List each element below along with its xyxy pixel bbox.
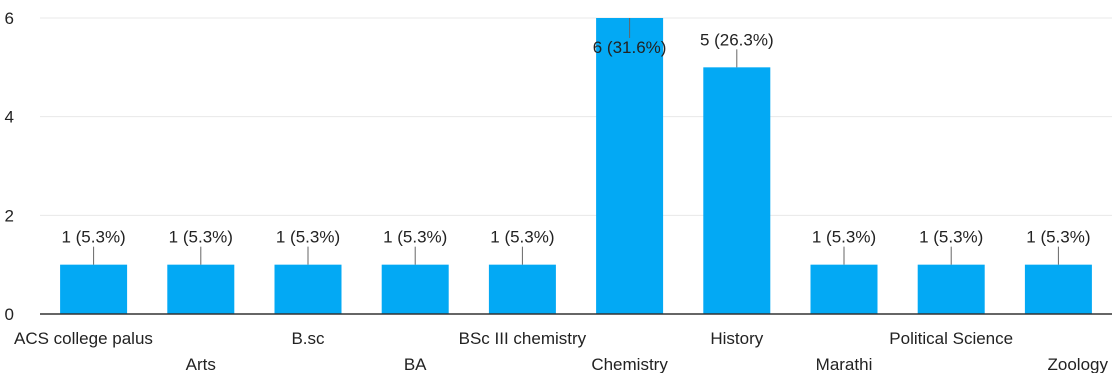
x-tick-label: Chemistry — [591, 355, 668, 373]
bar — [917, 264, 985, 314]
data-label: 5 (26.3%) — [700, 30, 774, 49]
y-tick-label: 4 — [5, 108, 14, 127]
x-tick-label: BA — [404, 355, 427, 373]
axis-layer: 0 2 4 6 ACS college palus Arts B.sc BA BSc III c… — [5, 9, 1112, 374]
bar — [810, 264, 878, 314]
x-tick-label: Political Science — [889, 329, 1013, 348]
y-tick-label: 2 — [5, 206, 14, 225]
bar — [1024, 264, 1092, 314]
x-tick-label: Arts — [186, 355, 216, 373]
y-tick-label: 6 — [5, 9, 14, 28]
data-label: 6 (31.6%) — [593, 38, 667, 57]
bar — [274, 264, 342, 314]
y-tick-label: 0 — [5, 305, 14, 324]
data-label: 1 (5.3%) — [169, 228, 233, 247]
data-label: 1 (5.3%) — [919, 228, 983, 247]
grid-layer — [40, 17, 1112, 216]
data-label: 1 (5.3%) — [1026, 228, 1090, 247]
data-label: 1 (5.3%) — [490, 228, 554, 247]
x-tick-label: Marathi — [816, 355, 873, 373]
bars-layer — [60, 18, 1092, 314]
x-tick-label: B.sc — [291, 329, 325, 348]
bar — [381, 264, 449, 314]
x-tick-label: History — [710, 329, 763, 348]
data-label: 1 (5.3%) — [276, 228, 340, 247]
x-tick-label: ACS college palus — [14, 329, 153, 348]
data-label: 1 (5.3%) — [812, 228, 876, 247]
bar — [703, 67, 771, 314]
bar — [488, 264, 556, 314]
data-label: 1 (5.3%) — [383, 228, 447, 247]
bar — [596, 18, 664, 314]
labels-layer: 1 (5.3%) 1 (5.3%) 1 (5.3%) 1 (5.3%) 1 (5.3%)… — [61, 18, 1091, 265]
x-tick-label: Zoology — [1048, 355, 1109, 373]
bar — [60, 264, 128, 314]
data-label: 1 (5.3%) — [61, 228, 125, 247]
bar — [167, 264, 235, 314]
x-tick-label: BSc III chemistry — [459, 329, 587, 348]
